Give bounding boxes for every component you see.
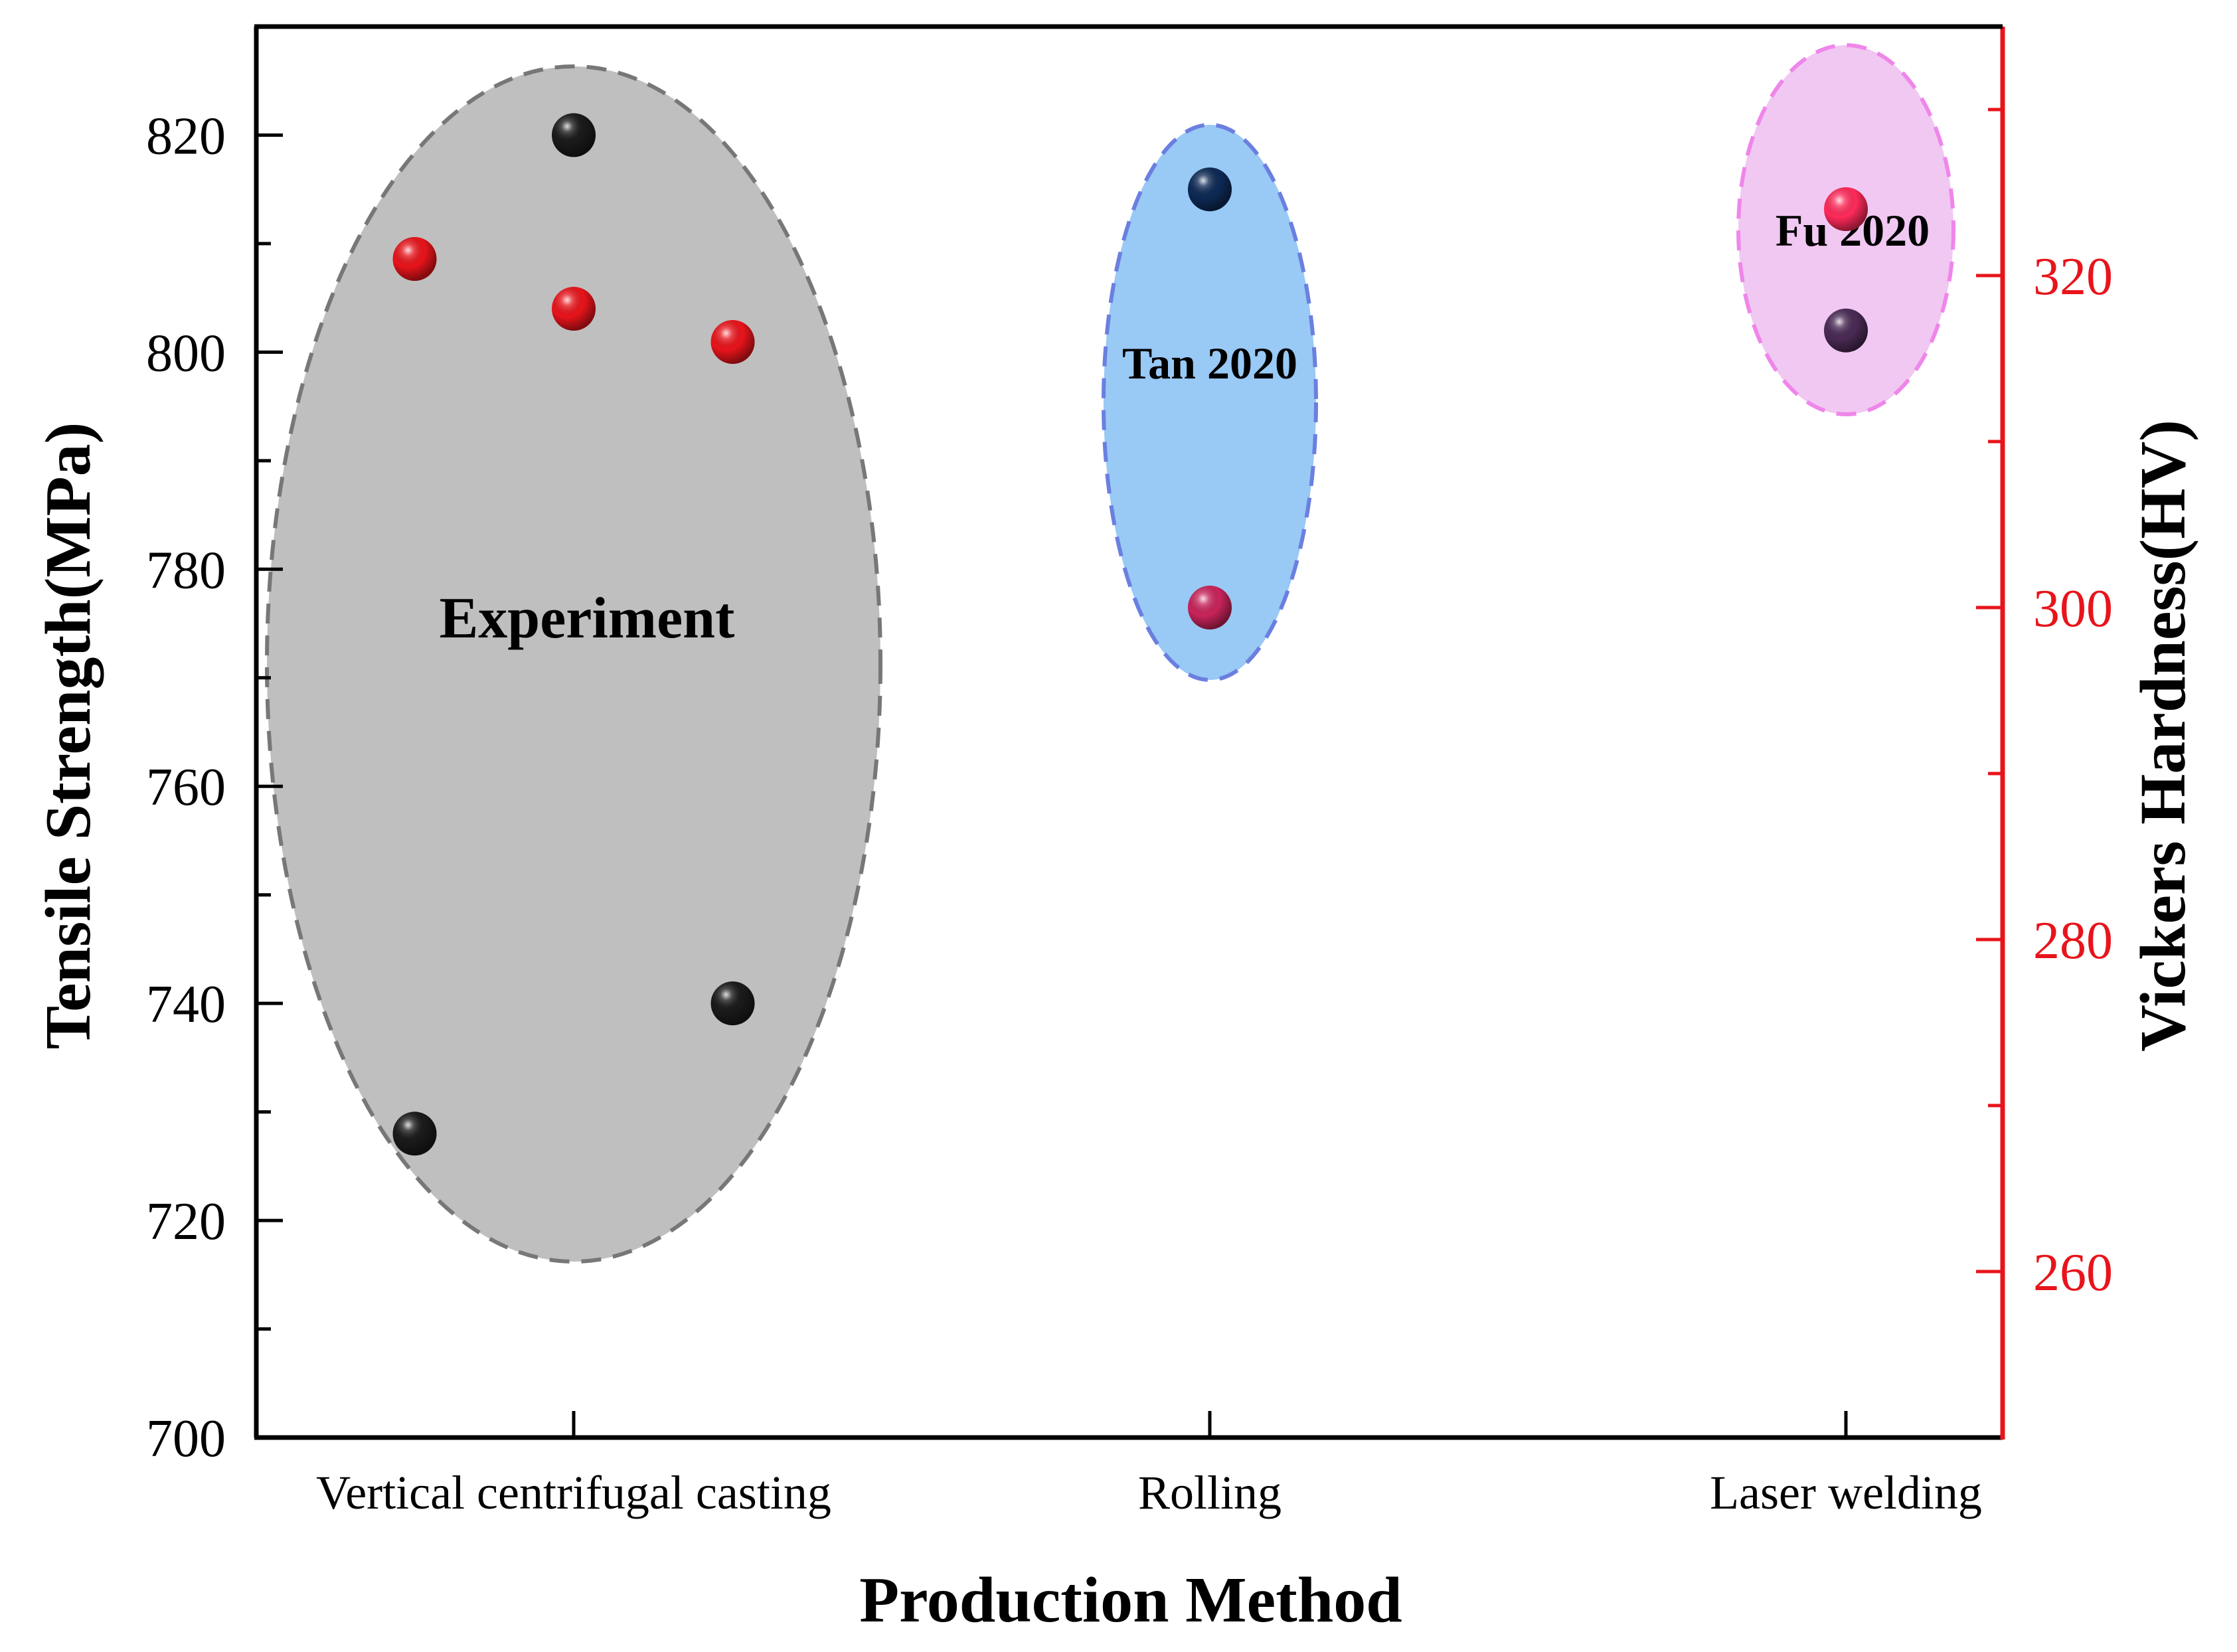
left-axis-title: Tensile Strength(MPa) <box>33 422 104 1050</box>
data-point-hardness-0 <box>392 237 437 281</box>
left-tick-label: 800 <box>146 324 226 382</box>
x-category-label: Laser welding <box>1710 1466 1982 1519</box>
right-axis-ticks: 260 280 300 320 <box>1976 108 2113 1302</box>
data-point-hardness-4 <box>1824 187 1868 231</box>
data-point-shine <box>1188 586 1232 629</box>
data-point-tensile-1 <box>552 113 596 157</box>
data-point-shine <box>552 113 596 157</box>
data-point-tensile-2 <box>710 981 755 1026</box>
x-category-label: Rolling <box>1138 1466 1282 1519</box>
data-point-shine <box>392 237 437 281</box>
data-point-tensile-0 <box>392 1112 437 1156</box>
data-point-tensile-4 <box>1824 308 1868 353</box>
data-point-tensile-3 <box>1188 167 1232 212</box>
data-point-hardness-1 <box>552 287 596 331</box>
data-point-shine <box>1188 167 1232 212</box>
right-tick-label: 300 <box>2033 580 2113 638</box>
right-tick-label: 280 <box>2033 912 2113 970</box>
x-category-label: Vertical centrifugal casting <box>316 1466 831 1519</box>
data-point-shine <box>552 287 596 331</box>
group-ellipse-1 <box>1102 123 1318 682</box>
left-tick-label: 700 <box>146 1410 226 1468</box>
data-point-shine <box>710 320 755 364</box>
group-label-1: Tan 2020 <box>1122 338 1297 388</box>
x-axis-title: Production Method <box>859 1564 1402 1636</box>
left-tick-label: 820 <box>146 107 226 165</box>
left-tick-label: 760 <box>146 758 226 817</box>
left-axis-ticks: 700 720 740 760 780 800 820 <box>146 107 283 1468</box>
right-axis-title: Vickers Hardness(HV) <box>2127 420 2199 1052</box>
left-tick-label: 780 <box>146 541 226 600</box>
data-point-shine <box>1824 187 1868 231</box>
data-point-shine <box>392 1112 437 1156</box>
data-point-hardness-3 <box>1188 586 1232 629</box>
data-point-hardness-2 <box>710 320 755 364</box>
data-point-shine <box>1824 308 1868 353</box>
group-label-0: Experiment <box>440 586 735 651</box>
data-points <box>392 113 1868 1156</box>
x-axis-ticks: Vertical centrifugal casting Rolling Laser… <box>316 1411 1982 1519</box>
left-tick-label: 740 <box>146 975 226 1034</box>
data-point-shine <box>710 981 755 1026</box>
right-tick-label: 320 <box>2033 248 2113 306</box>
group-ellipse-0 <box>265 64 882 1264</box>
right-tick-label: 260 <box>2033 1244 2113 1302</box>
left-tick-label: 720 <box>146 1193 226 1251</box>
